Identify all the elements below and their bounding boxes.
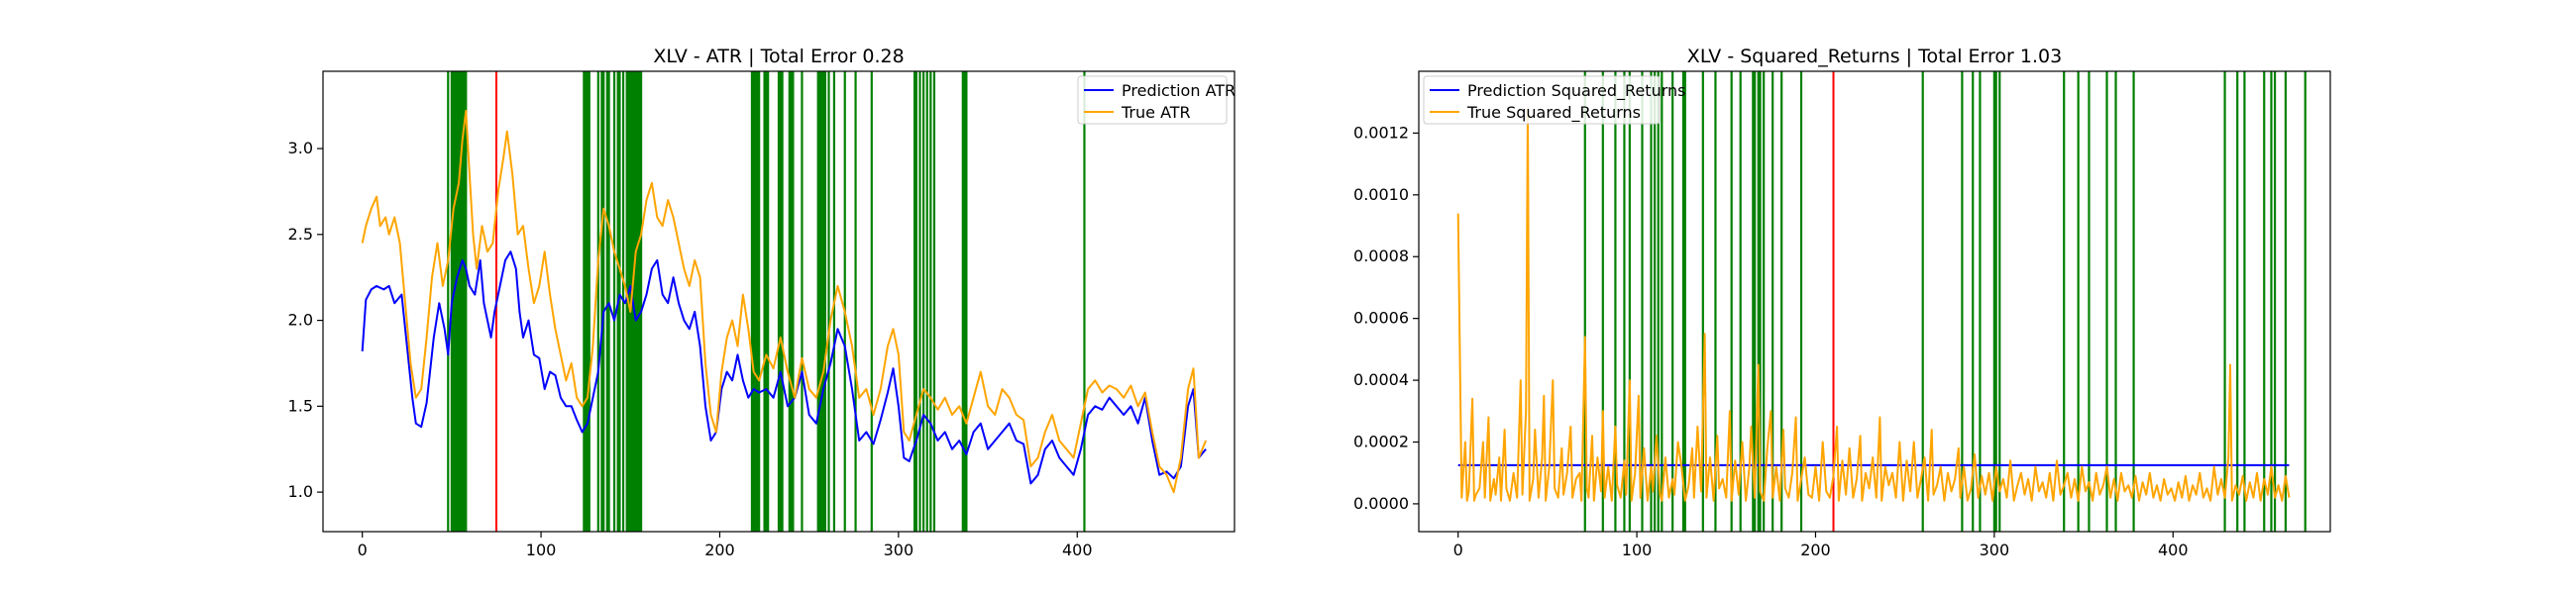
- y-tick-label: 3.0: [288, 139, 313, 157]
- true-series-line: [1456, 107, 2291, 502]
- x-tick-label: 200: [1800, 541, 1831, 559]
- plot-frame: [322, 70, 1235, 533]
- squared-returns-chart: 0 100 200 300 400 0.00000.00020.00040.00060.…: [1353, 46, 2331, 559]
- chart-title: XLV - Squared_Returns | Total Error 1.03: [1687, 46, 2062, 67]
- y-tick-label: 0.0010: [1353, 185, 1409, 204]
- atr-chart: 0 100 200 300 400 1.0 1.5 2.0 2.5 3.0 XLV - ATR …: [288, 46, 1236, 559]
- legend-prediction-label: Prediction Squared_Returns: [1467, 81, 1685, 101]
- x-tick-label: 100: [526, 541, 557, 559]
- prediction-series-line: [361, 250, 1207, 485]
- y-tick-label: 0.0006: [1353, 309, 1409, 328]
- y-tick-label: 1.5: [288, 396, 313, 415]
- x-axis-ticks: 0 100 200 300 400: [358, 532, 1093, 559]
- y-tick-label: 0.0000: [1353, 494, 1409, 513]
- y-tick-label: 0.0002: [1353, 432, 1409, 450]
- legend-box: [1423, 75, 1661, 125]
- chart-title: XLV - ATR | Total Error 0.28: [653, 46, 904, 67]
- series-group: [361, 109, 1208, 494]
- y-axis-ticks: 0.0000 0.0002 0.0004 0.0006 0.0008 0.0010 0.00…: [1353, 123, 1419, 513]
- y-tick-label: 1.0: [288, 482, 313, 501]
- y-tick-label: 0.0012: [1353, 123, 1409, 142]
- y-tick-label: 2.0: [288, 311, 313, 330]
- x-tick-label: 300: [884, 541, 914, 559]
- legend: Prediction ATR True ATR: [1077, 75, 1235, 125]
- y-axis-ticks: 1.0 1.5 2.0 2.5 3.0: [288, 139, 323, 501]
- y-tick-label: 0.0008: [1353, 247, 1409, 265]
- legend-true-label: True ATR: [1121, 103, 1191, 122]
- plot-frame: [1418, 70, 2331, 533]
- vertical-marker-lines: [1583, 71, 2307, 532]
- x-tick-label: 200: [704, 541, 735, 559]
- plot-area: [1419, 71, 2330, 532]
- legend: Prediction Squared_Returns True Squared_…: [1423, 75, 1685, 125]
- x-tick-label: 300: [1980, 541, 2010, 559]
- x-tick-label: 0: [358, 541, 368, 559]
- legend-prediction-label: Prediction ATR: [1122, 81, 1235, 100]
- x-tick-label: 100: [1622, 541, 1653, 559]
- true-series-line: [361, 109, 1208, 494]
- series-group: [1456, 107, 2291, 502]
- x-axis-ticks: 0 100 200 300 400: [1453, 532, 2189, 559]
- legend-true-label: True Squared_Returns: [1466, 103, 1641, 123]
- x-tick-label: 0: [1453, 541, 1463, 559]
- legend-box: [1077, 75, 1228, 125]
- y-tick-label: 0.0004: [1353, 370, 1409, 389]
- x-tick-label: 400: [1062, 541, 1093, 559]
- x-tick-label: 400: [2158, 541, 2189, 559]
- y-tick-label: 2.5: [288, 225, 313, 244]
